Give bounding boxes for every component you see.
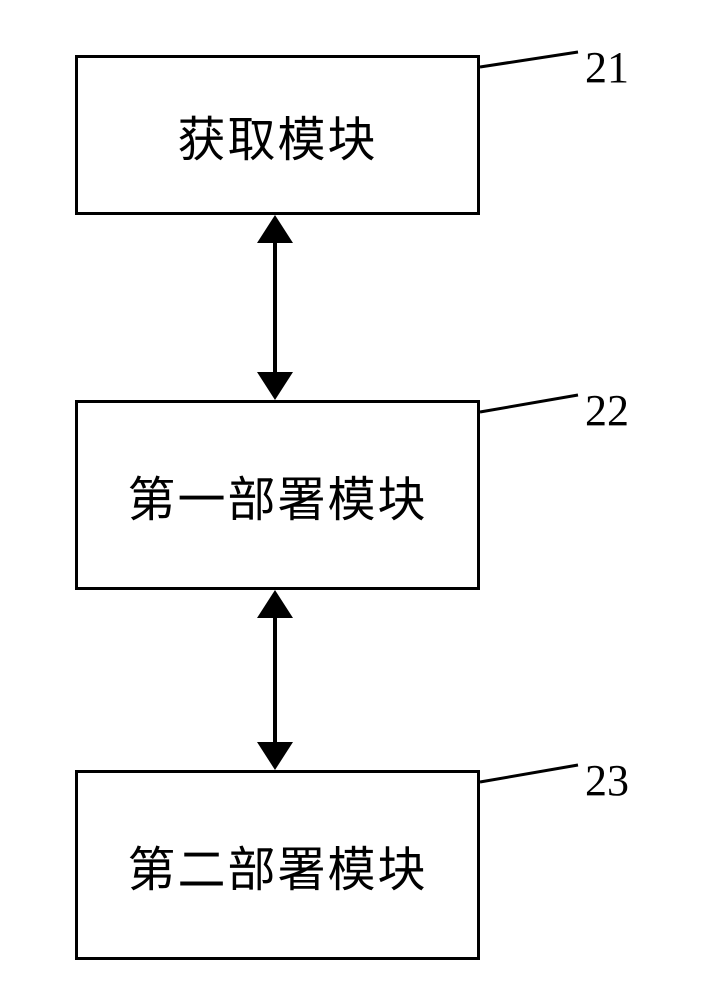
double-arrow-2 — [257, 590, 293, 770]
leader-line-1 — [480, 52, 578, 67]
leader-line-3 — [480, 765, 578, 782]
leader-line-2 — [480, 395, 578, 412]
double-arrow-1 — [257, 215, 293, 400]
connectors-layer — [0, 0, 712, 1000]
